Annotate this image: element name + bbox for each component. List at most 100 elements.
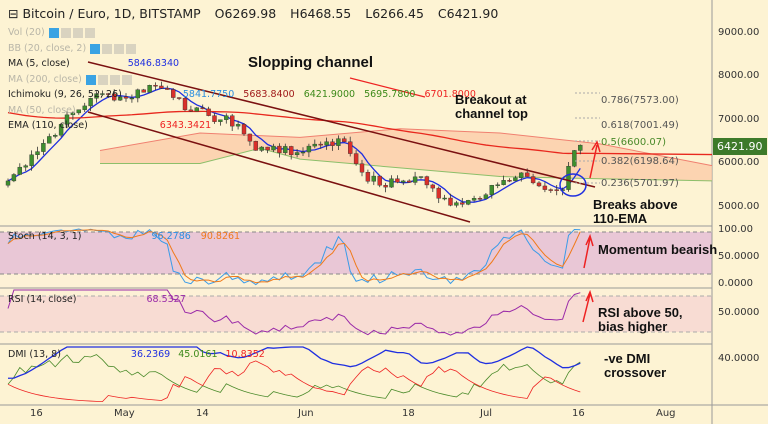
candle [247, 133, 253, 142]
stoch-band [0, 232, 712, 274]
last-price-tag: 6421.90 [713, 138, 767, 155]
candle [501, 180, 506, 185]
candle [530, 176, 536, 184]
legend-ma200[interactable]: MA (200, close) [8, 74, 134, 85]
eye-icon[interactable] [48, 27, 59, 38]
candle [271, 145, 276, 151]
stoch-tick: 0.0000 [718, 278, 753, 289]
symbol-header: ⊟ Bitcoin / Euro, 1D, BITSTAMP O6269.98 … [8, 6, 498, 21]
candle [76, 109, 82, 114]
candle [23, 165, 28, 168]
candle [182, 98, 188, 111]
dmi-tick: 40.0000 [718, 353, 760, 364]
gear-icon[interactable] [102, 43, 113, 54]
close-icon[interactable] [126, 43, 137, 54]
gear-icon[interactable] [60, 27, 71, 38]
candle [336, 138, 341, 146]
candle [58, 124, 64, 136]
candle [306, 145, 312, 153]
legend-stoch[interactable]: Stoch (14, 3, 1) 96.2786 90.8261 [8, 231, 240, 242]
candle [176, 97, 182, 99]
arrow-up-icon [583, 233, 594, 269]
candle [442, 197, 447, 200]
channel-upper-line [87, 61, 596, 188]
legend-label: Vol (20) [8, 27, 45, 38]
legend-label: DMI (13, 8) [8, 349, 61, 360]
annotation-channel: Slopping channel [248, 54, 374, 71]
candle [141, 89, 146, 93]
legend-ma5[interactable]: MA (5, close) 5846.8340 [8, 58, 179, 69]
annotation-dmi: -ve DMI crossover [604, 352, 666, 380]
price-tick: 5000.00 [718, 201, 760, 212]
eye-icon[interactable] [90, 43, 101, 54]
stoch-k-value: 96.2786 [151, 231, 191, 242]
candle [554, 189, 559, 191]
candle [471, 198, 477, 201]
plus-icon[interactable] [72, 27, 83, 38]
candle [289, 146, 294, 155]
legend-label: Ichimoku (9, 26, 52, 26) [8, 89, 122, 100]
legend-ma50[interactable]: MA (50, close) [8, 105, 76, 116]
legend-dmi[interactable]: DMI (13, 8) 36.2369 45.0161 10.8352 [8, 349, 265, 360]
arrow-up-icon [589, 140, 601, 179]
ma5-value: 5846.8340 [127, 58, 180, 69]
collapse-icon[interactable]: ⊟ [8, 6, 19, 21]
candle [407, 180, 412, 183]
candle [5, 180, 11, 186]
annotation-momentum: Momentum bearish [598, 242, 718, 257]
plus-icon[interactable] [114, 43, 125, 54]
eye-icon[interactable] [85, 74, 96, 85]
candle [566, 165, 571, 190]
candle [371, 175, 376, 182]
low-value: L6266.45 [365, 6, 424, 21]
gear-icon[interactable] [97, 74, 108, 85]
ichimoku-value: 6421.9000 [303, 89, 356, 100]
stoch-k-line [7, 228, 581, 286]
ichimoku-value: 6701.8000 [424, 89, 476, 100]
candle [47, 136, 52, 144]
annotation-line: Breakout at [455, 92, 527, 107]
legend-ema[interactable]: EMA (110, close) 6343.3421 [8, 120, 211, 131]
candle [153, 84, 158, 87]
plus-icon[interactable] [109, 74, 120, 85]
price-tick: 7000.00 [718, 114, 760, 125]
candle [283, 146, 288, 153]
legend-rsi[interactable]: RSI (14, close) 68.5327 [8, 294, 186, 305]
annotation-line: crossover [604, 365, 667, 380]
stoch-tick: 50.0000 [718, 251, 760, 262]
candle [218, 119, 223, 122]
legend-vol[interactable]: Vol (20) [8, 27, 97, 38]
legend-label: Stoch (14, 3, 1) [8, 231, 82, 242]
annotation-line: channel top [455, 106, 528, 121]
candle [235, 124, 241, 127]
legend-bb[interactable]: BB (20, close, 2) [8, 43, 138, 54]
legend-label: EMA (110, close) [8, 120, 88, 131]
legend-label: MA (5, close) [8, 58, 70, 69]
candle [318, 143, 323, 146]
fib-level-618: 0.618(7001.49) [601, 120, 679, 131]
candle [94, 93, 99, 99]
candle [111, 93, 117, 101]
candle [424, 176, 430, 186]
close-icon[interactable] [84, 27, 95, 38]
candle [53, 135, 58, 137]
close-icon[interactable] [121, 74, 132, 85]
candle [11, 174, 17, 182]
price-tick: 9000.00 [718, 27, 760, 38]
candle [106, 93, 111, 95]
x-tick: Jul [480, 408, 493, 419]
candle [418, 176, 424, 178]
candle [100, 93, 105, 95]
candle [123, 96, 129, 99]
candle [342, 138, 347, 142]
x-tick: 16 [572, 408, 585, 419]
stoch-d-value: 90.8261 [200, 231, 241, 242]
candle [165, 88, 170, 90]
candle [129, 97, 135, 100]
candle [460, 202, 465, 205]
high-value: H6468.55 [290, 6, 352, 21]
candle [224, 115, 229, 120]
legend-ichimoku[interactable]: Ichimoku (9, 26, 52, 26) 5841.7750 5683.… [8, 89, 476, 100]
